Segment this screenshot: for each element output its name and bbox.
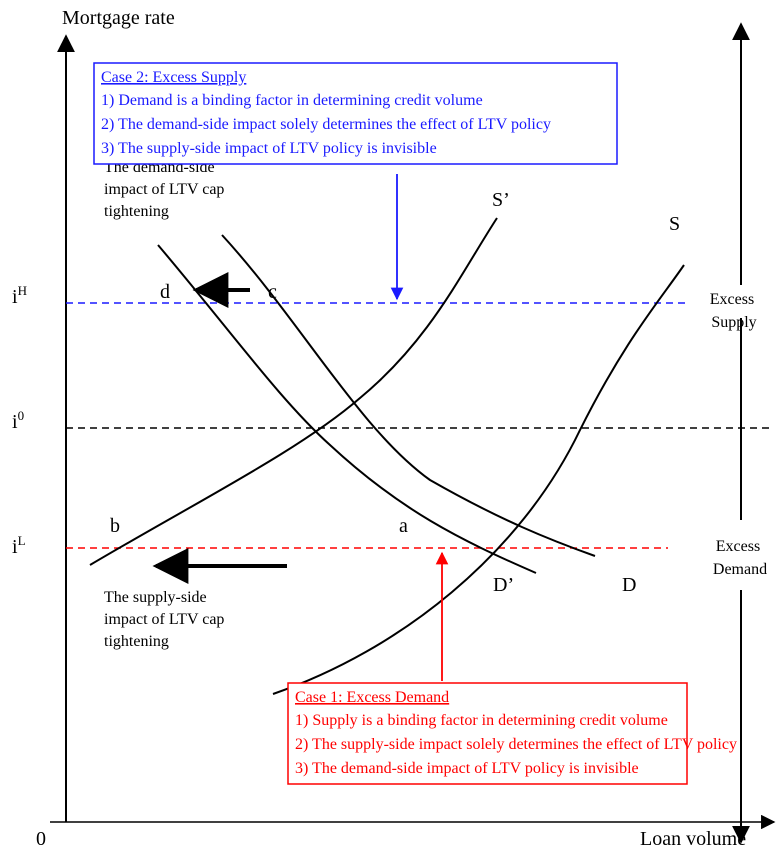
y-axis-label: Mortgage rate	[62, 7, 175, 29]
curve-label-s: S	[669, 213, 680, 235]
case1-line-2: 2) The supply-side impact solely determi…	[295, 736, 737, 753]
case2-line-2: 2) The demand-side impact solely determi…	[101, 116, 551, 133]
rate-label-zero: i0	[12, 408, 24, 433]
point-label-b: b	[110, 515, 120, 537]
supply-curve-s-prime	[89, 217, 498, 566]
case1-title: Case 1: Excess Demand	[295, 689, 449, 706]
excess-demand-label: Excess Demand	[713, 538, 767, 578]
excess-supply-label: Excess Supply	[710, 291, 758, 331]
x-axis-label: Loan volume	[640, 828, 746, 850]
point-label-d: d	[160, 281, 170, 303]
case2-line-1: 1) Demand is a binding factor in determi…	[101, 92, 483, 109]
case1-line-1: 1) Supply is a binding factor in determi…	[295, 712, 668, 729]
case1-box	[287, 682, 688, 785]
curve-label-s-prime: S’	[492, 189, 510, 211]
case2-line-3: 3) The supply-side impact of LTV policy …	[101, 140, 437, 157]
point-label-a: a	[399, 515, 408, 537]
demand-curve-d	[221, 234, 596, 557]
point-label-c: c	[268, 281, 277, 303]
rate-label-low: iL	[12, 533, 26, 558]
case1-line-3: 3) The demand-side impact of LTV policy …	[295, 760, 639, 777]
curve-label-d-prime: D’	[493, 574, 514, 596]
origin-label: 0	[36, 828, 46, 850]
supply-impact-label: The supply-side impact of LTV cap tighte…	[104, 589, 228, 650]
case2-title: Case 2: Excess Supply	[101, 69, 246, 86]
curve-label-d: D	[622, 574, 636, 596]
supply-curve-s	[272, 264, 685, 695]
demand-impact-label: The demand-side impact of LTV cap tighte…	[104, 159, 228, 220]
demand-curve-d-prime	[157, 244, 537, 574]
rate-label-high: iH	[12, 283, 27, 308]
case2-box	[93, 62, 618, 165]
